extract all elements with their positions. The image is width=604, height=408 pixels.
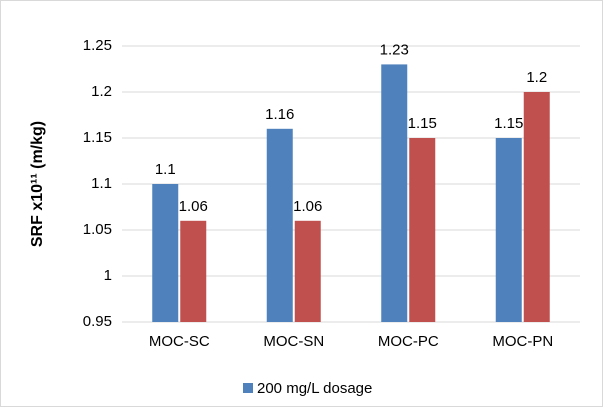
y-tick-label: 1.15 xyxy=(83,129,112,146)
y-tick-label: 0.95 xyxy=(83,313,112,330)
data-label: 1.2 xyxy=(526,69,547,86)
bar xyxy=(266,128,293,322)
y-tick-label: 1.1 xyxy=(91,175,112,192)
bar xyxy=(495,138,522,322)
y-tick-label: 1.05 xyxy=(83,221,112,238)
x-tick-label: MOC-SN xyxy=(263,333,324,350)
legend-swatch xyxy=(243,383,253,393)
x-tick-label: MOC-SC xyxy=(149,333,210,350)
data-label: 1.06 xyxy=(293,198,322,215)
bar xyxy=(294,220,321,322)
data-label: 1.15 xyxy=(494,115,523,132)
bar xyxy=(381,64,408,323)
bar xyxy=(523,92,550,322)
data-label: 1.23 xyxy=(380,41,409,58)
bar xyxy=(180,220,207,322)
x-tick-label: MOC-PC xyxy=(378,333,439,350)
data-label: 1.06 xyxy=(179,198,208,215)
y-tick-label: 1.2 xyxy=(91,83,112,100)
legend-label: 200 mg/L dosage xyxy=(257,380,372,397)
data-label: 1.15 xyxy=(408,115,437,132)
data-label: 1.16 xyxy=(265,106,294,123)
bar xyxy=(409,138,436,322)
bar xyxy=(152,184,179,322)
y-tick-label: 1.25 xyxy=(83,37,112,54)
y-axis-title: SRF x10¹¹ (m/kg) xyxy=(29,121,46,247)
y-tick-label: 1 xyxy=(104,267,112,284)
x-tick-label: MOC-PN xyxy=(492,333,553,350)
data-label: 1.1 xyxy=(155,161,176,178)
